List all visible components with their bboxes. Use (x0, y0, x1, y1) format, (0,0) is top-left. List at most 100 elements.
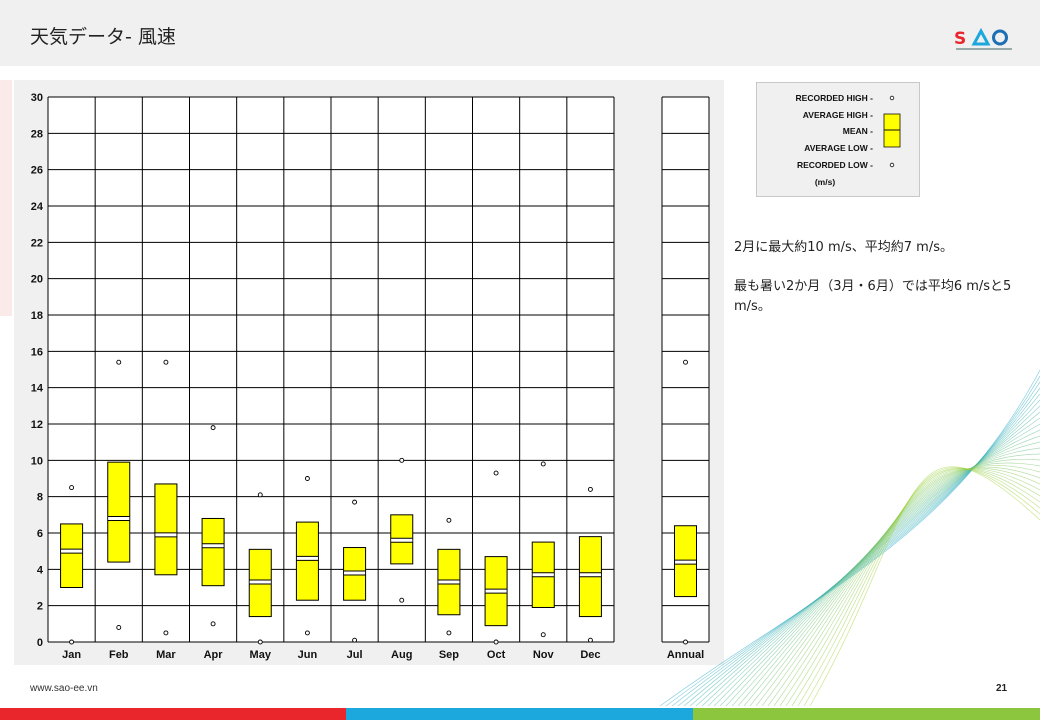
y-tick-label: 0 (37, 637, 43, 649)
x-tick-label-annual: Annual (667, 649, 704, 661)
mean-band-may (249, 580, 271, 585)
recorded-low-dec (587, 637, 593, 643)
recorded-low-may (257, 639, 263, 645)
left-accent-stripe (0, 80, 12, 316)
note-hot-months: 最も暑い2か月（3月・6月）では平均6 m/sと5 m/s。 (734, 279, 1012, 314)
recorded-high-annual (683, 359, 688, 365)
mean-band-mar (155, 532, 177, 537)
box-feb (107, 461, 131, 563)
y-tick-label: 6 (37, 528, 43, 540)
x-tick-label: Nov (533, 649, 555, 661)
wave-line (731, 441, 1040, 706)
wave-line (779, 468, 1040, 706)
recorded-high-may (257, 492, 263, 498)
footer-bar-blue (346, 708, 693, 720)
footer-bar-green (693, 708, 1040, 720)
recorded-high-sep (446, 517, 452, 523)
wave-line (665, 375, 1040, 706)
legend-recorded-low: RECORDED LOW - (797, 160, 873, 170)
note-max-speed: 2月に最大約10 m/s、平均約7 m/s。 (734, 240, 953, 255)
y-tick-label: 26 (31, 165, 43, 177)
recorded-low-jul (352, 637, 358, 643)
recorded-low-nov (540, 632, 546, 638)
wave-line (671, 381, 1040, 706)
recorded-low-annual (683, 639, 688, 645)
mean-band-nov (532, 572, 554, 577)
mean-band-dec (579, 572, 601, 577)
mean-band-apr (202, 543, 224, 548)
mean-band-feb (108, 516, 130, 521)
chart-legend: RECORDED HIGH - AVERAGE HIGH - MEAN - AV… (756, 82, 920, 197)
recorded-low-aug (399, 597, 405, 603)
recorded-low-jun (304, 630, 310, 636)
recorded-high-dec (587, 486, 593, 492)
mean-band-annual (675, 560, 696, 565)
y-tick-label: 28 (31, 128, 43, 140)
y-tick-label: 16 (31, 346, 43, 358)
recorded-low-oct (493, 639, 499, 645)
legend-unit: (m/s) (815, 177, 835, 187)
legend-average-high: AVERAGE HIGH - (803, 110, 873, 120)
y-tick-label: 8 (37, 492, 43, 504)
page-number: 21 (996, 683, 1008, 694)
recorded-high-jul (352, 499, 358, 505)
y-tick-label: 2 (37, 601, 43, 613)
wave-line (719, 429, 1040, 706)
x-tick-label: Feb (109, 649, 129, 661)
box-mar (154, 483, 178, 576)
x-tick-label: May (250, 649, 272, 661)
x-tick-label: Jun (298, 649, 318, 661)
mean-band-jun (296, 556, 318, 561)
wave-line (743, 453, 1040, 706)
x-tick-label: Mar (156, 649, 176, 661)
recorded-low-sep (446, 630, 452, 636)
y-tick-label: 10 (31, 455, 43, 467)
wave-line (809, 466, 1040, 706)
wave-line (797, 467, 1040, 706)
wave-line (725, 435, 1040, 706)
recorded-high-mar (163, 359, 169, 365)
recorded-high-jan (69, 485, 75, 491)
wave-line (659, 369, 1040, 706)
x-tick-label: Sep (439, 649, 459, 661)
y-tick-label: 24 (31, 201, 44, 213)
recorded-high-feb (116, 359, 122, 365)
page-title: 天気データ- 風速 (30, 26, 176, 48)
legend-recorded-high-dot (889, 95, 895, 101)
recorded-high-jun (304, 476, 310, 481)
y-tick-label: 14 (31, 383, 44, 395)
wave-line (689, 399, 1040, 706)
wave-line (737, 447, 1040, 706)
mean-band-jan (61, 549, 83, 554)
wave-line (701, 411, 1040, 706)
box-jun (295, 521, 319, 601)
svg-text:S: S (954, 29, 966, 49)
wave-line (695, 405, 1040, 706)
slide-header: 天気データ- 風速 S (0, 0, 1040, 66)
recorded-low-apr (210, 621, 216, 627)
recorded-low-feb (116, 625, 122, 630)
recorded-high-apr (210, 425, 216, 431)
recorded-high-aug (399, 457, 405, 463)
decorative-waves (659, 369, 1040, 706)
sao-logo: S (954, 27, 1012, 50)
mean-band-aug (391, 538, 413, 543)
footer-bar-red (0, 708, 346, 720)
mean-band-oct (485, 589, 507, 594)
x-tick-label: Dec (580, 649, 600, 661)
recorded-low-jan (69, 639, 75, 645)
y-tick-label: 4 (37, 564, 44, 576)
wave-line (713, 423, 1040, 706)
x-tick-label: Jul (347, 649, 363, 661)
recorded-high-nov (540, 461, 546, 467)
mean-band-sep (438, 580, 460, 585)
box-apr (201, 517, 225, 587)
y-tick-label: 18 (31, 310, 43, 322)
footer-url: www.sao-ee.vn (30, 683, 98, 694)
legend-recorded-low-dot (889, 162, 895, 168)
legend-average-low: AVERAGE LOW - (804, 143, 873, 153)
y-tick-label: 30 (31, 92, 43, 104)
mean-band-jul (344, 570, 366, 575)
y-tick-label: 20 (31, 274, 43, 286)
